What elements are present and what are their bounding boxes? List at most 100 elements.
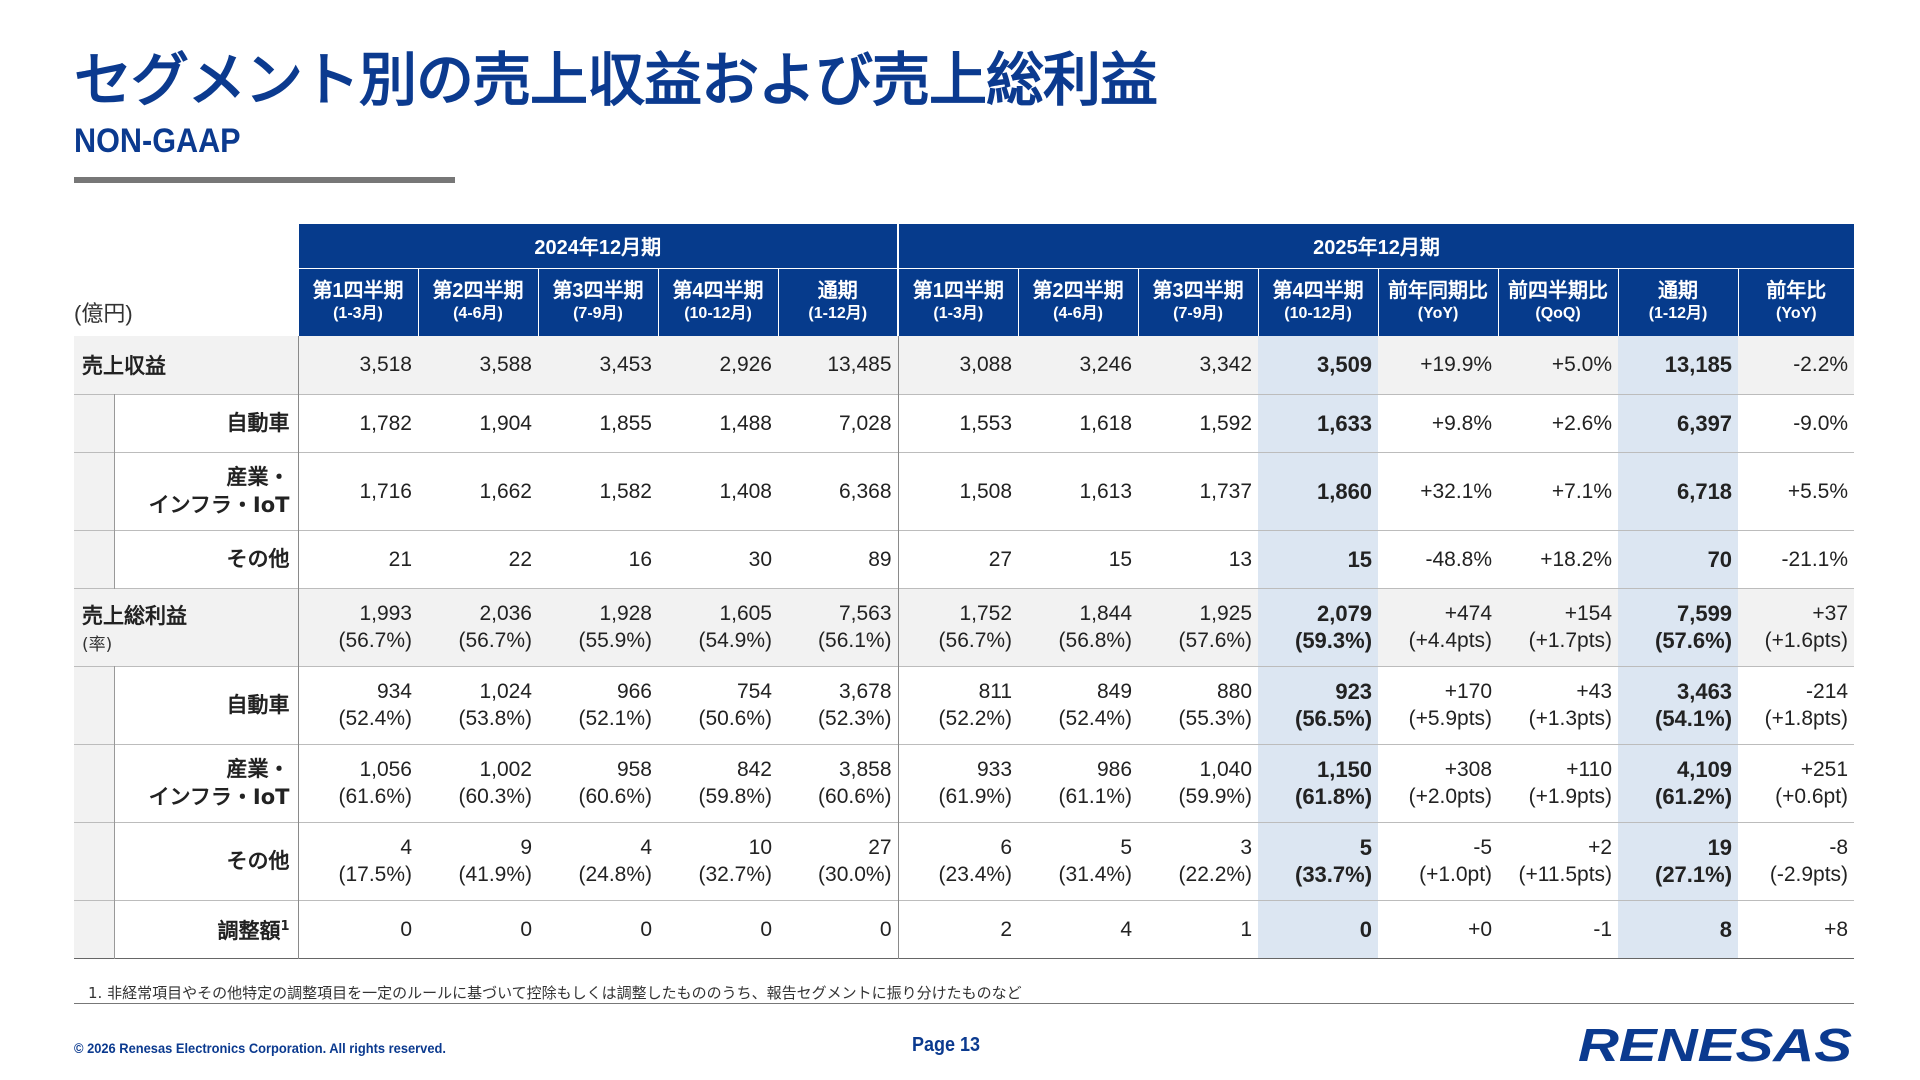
table-cell: 966 (52.1%) [538, 666, 658, 744]
table-cell: 3,246 [1018, 336, 1139, 394]
cell-value: 4 [400, 836, 412, 859]
table-cell: 1,633 [1258, 394, 1379, 452]
cell-value: 1,904 [479, 411, 532, 435]
cell-value: 1,040 [1199, 758, 1253, 781]
cell-value: 1,860 [1316, 478, 1373, 504]
table-cell: 15 [1018, 530, 1138, 588]
cell-value: 13,185 [1664, 352, 1733, 378]
cell-value: 966 [616, 680, 652, 703]
table-cell: 3,678 (52.3%) [778, 666, 898, 744]
cell-ratio: (50.6%) [698, 707, 772, 730]
row-label: その他 [113, 530, 298, 588]
row-label-text: 売上総利益 [82, 603, 187, 628]
table-cell: 1,408 [658, 452, 778, 530]
group-header-fy2024: 2024年12月期 [297, 224, 899, 268]
table-row: その他 21 22 16 30 89 27 15 13 15 -48.8% +18.2% 70 -21.1… [74, 530, 1855, 588]
cell-value: 0 [879, 917, 892, 941]
row-label-text: その他 [226, 849, 290, 873]
cell-value: 6,397 [1676, 410, 1733, 436]
cell-value: 15 [1108, 547, 1133, 571]
table-cell: 1,737 [1138, 452, 1258, 530]
cell-value: 1,782 [359, 411, 412, 435]
cell-value: 934 [376, 680, 412, 703]
table-cell: 3,342 [1138, 336, 1259, 394]
renesas-logo: RENESAS [1578, 1020, 1852, 1068]
row-label-text: 自動車 [226, 693, 290, 717]
cell-value: +154 [1564, 602, 1613, 625]
cell-value: 849 [1097, 680, 1133, 703]
cell-ratio: (61.8%) [1295, 784, 1373, 809]
cell-ratio: (+1.7pts) [1528, 629, 1613, 652]
cell-ratio: (54.1%) [1655, 706, 1733, 731]
cell-value: 1,993 [359, 602, 412, 625]
cell-value: 16 [628, 547, 652, 571]
table-cell: 0 [1258, 900, 1379, 958]
cell-ratio: (+1.3pts) [1528, 707, 1613, 730]
cell-value: 1,925 [1199, 602, 1253, 625]
column-header-label: 第2四半期 [1032, 280, 1124, 303]
cell-ratio: (+1.0pt) [1419, 863, 1493, 886]
cell-value: 1,056 [359, 758, 412, 781]
cell-value: +9.8% [1431, 411, 1493, 435]
column-header-label: 第4四半期 [1272, 280, 1364, 303]
cell-value: 3 [1240, 836, 1253, 859]
table-cell: 5 (31.4%) [1018, 822, 1138, 900]
cell-ratio: (41.9%) [458, 863, 532, 886]
table-cell: 6,368 [778, 452, 898, 530]
title-divider [74, 177, 455, 183]
cell-ratio: (22.2%) [1178, 863, 1253, 886]
cell-value: 1,752 [959, 602, 1013, 625]
cell-ratio: (+4.4pts) [1408, 629, 1493, 652]
table-cell: 1,925 (57.6%) [1138, 588, 1259, 666]
cell-ratio: (+1.9pts) [1528, 785, 1613, 808]
cell-ratio: (61.6%) [338, 785, 412, 808]
table-cell: 30 [658, 530, 778, 588]
cell-ratio: (60.3%) [458, 785, 532, 808]
cell-value: 5 [1359, 835, 1373, 860]
cell-value: 7,563 [838, 602, 892, 625]
table-cell: 0 [658, 900, 778, 958]
cell-ratio: (59.8%) [698, 785, 772, 808]
cell-ratio: (-2.9pts) [1769, 863, 1849, 886]
table-cell: 958 (60.6%) [538, 744, 658, 822]
table-cell: 1,024 (53.8%) [418, 666, 538, 744]
table-cell: 1,002 (60.3%) [418, 744, 538, 822]
cell-value: +32.1% [1420, 479, 1493, 503]
table-cell: 1 [1138, 900, 1258, 958]
table-cell: +43 (+1.3pts) [1498, 666, 1618, 744]
cell-ratio: (56.5%) [1295, 706, 1373, 731]
indent-spacer [74, 394, 114, 452]
cell-ratio: (57.6%) [1178, 629, 1253, 652]
table-cell: +2 (+11.5pts) [1498, 822, 1618, 900]
cell-ratio: (52.1%) [578, 707, 652, 730]
column-header: 通期 (1-12月) [777, 267, 899, 336]
column-header: 前四半期比 (QoQ) [1497, 267, 1619, 336]
cell-value: 1,633 [1316, 410, 1373, 436]
column-header-period: (10-12月) [1284, 305, 1352, 323]
cell-value: +2 [1588, 836, 1613, 859]
table-cell: 4 (24.8%) [538, 822, 658, 900]
cell-value: 2 [1000, 917, 1013, 941]
row-label-text: 調整額 [217, 919, 281, 943]
table-cell: -48.8% [1378, 530, 1498, 588]
cell-value: 7,028 [838, 411, 892, 435]
cell-value: 0 [520, 917, 532, 941]
table-row: その他 4 (17.5%) 9 (41.9%) 4 (24.8%) 10 (32.7%) 27 (3… [74, 822, 1855, 900]
cell-value: 3,678 [838, 680, 892, 703]
table-cell: 19 (27.1%) [1618, 822, 1739, 900]
indent-spacer [74, 530, 114, 588]
table-cell: 3,518 [297, 336, 418, 394]
page-title: セグメント別の売上収益および売上総利益 [74, 46, 1158, 114]
cell-value: +37 [1812, 602, 1849, 625]
cell-value: +5.5% [1787, 479, 1849, 503]
cell-value: -9.0% [1793, 411, 1849, 435]
cell-value: 10 [748, 836, 772, 859]
table-cell: 7,599 (57.6%) [1618, 588, 1739, 666]
cell-ratio: (52.2%) [938, 707, 1013, 730]
table-cell: 1,150 (61.8%) [1258, 744, 1379, 822]
column-header-period: (4-6月) [1053, 305, 1103, 323]
cell-ratio: (32.7%) [698, 863, 772, 886]
cell-ratio: (56.1%) [818, 629, 892, 652]
row-label-text: 産業・ [226, 465, 290, 489]
table-cell: 21 [297, 530, 418, 588]
